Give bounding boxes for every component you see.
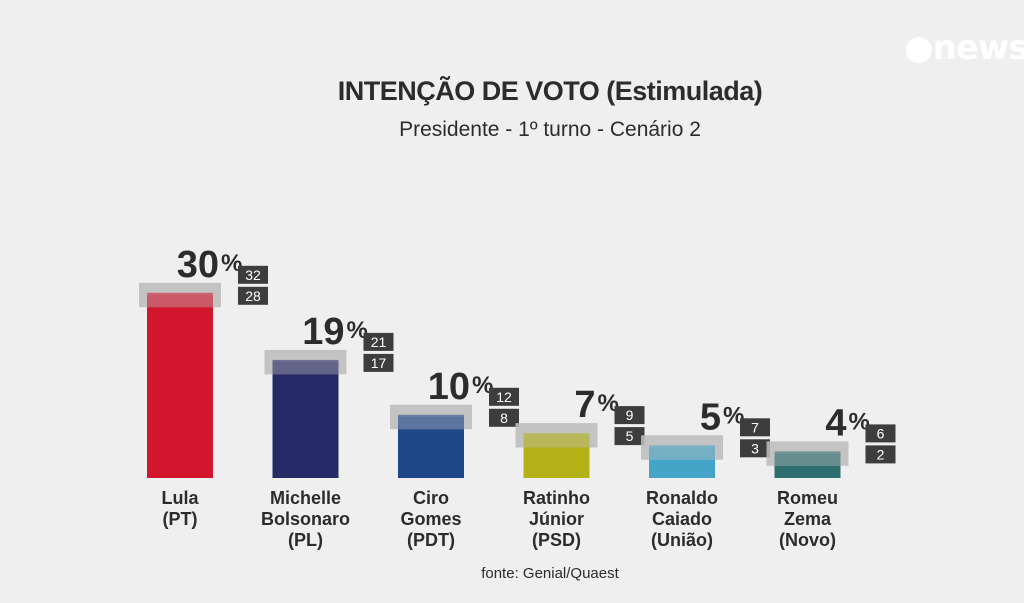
category-label-line: (União) [651,530,713,550]
margin-upper-1: 21 [371,334,387,350]
error-band-tint-2 [398,414,464,430]
chart-title: INTENÇÃO DE VOTO (Estimulada) [337,76,763,106]
margin-lower-box-3 [614,427,645,446]
margin-upper-2: 12 [496,389,512,405]
margin-upper-3: 9 [626,407,634,423]
error-band-tint-3 [523,433,590,448]
category-label-line: Ciro [413,488,449,508]
value-unit-2: % [472,372,493,399]
margin-lower-2: 8 [500,410,508,426]
margin-lower-3: 5 [626,428,634,444]
category-label-line: (PT) [163,509,198,529]
margin-upper-4: 7 [751,419,759,435]
category-label-5: Romeu Zema (Novo) [777,488,838,550]
error-band-tint-0 [147,292,213,308]
error-band-tint-4 [649,445,715,460]
chart-subtitle: Presidente - 1º turno - Cenário 2 [399,118,701,141]
category-label-4: Ronaldo Caiado (União) [646,488,718,550]
category-label-line: Romeu [777,488,838,508]
margin-lower-box-1 [363,353,394,372]
value-unit-5: % [849,408,870,435]
category-label-line: Ratinho [523,488,590,508]
category-label-line: Gomes [400,509,461,529]
category-label-line: Zema [784,509,832,529]
value-unit-4: % [723,402,744,429]
error-band-tint-5 [774,451,841,466]
value-label-4: 5 [700,396,721,438]
margin-lower-4: 3 [751,440,759,456]
margin-upper-box-1 [363,332,394,351]
category-label-3: Ratinho Júnior (PSD) [523,488,590,550]
margin-lower-5: 2 [877,446,885,462]
margin-lower-box-5 [865,445,896,464]
margin-lower-box-4 [740,439,770,458]
margin-upper-0: 32 [245,267,261,283]
value-unit-3: % [598,390,619,417]
value-label-2: 10 [428,366,470,408]
bar-0 [147,295,213,478]
margin-upper-box-0 [238,265,268,284]
category-label-1: Michelle Bolsonaro (PL) [261,488,350,550]
margin-upper-box-5 [865,424,896,443]
margin-lower-box-2 [489,408,519,427]
category-label-line: (Novo) [779,530,836,550]
category-label-line: Lula [161,488,199,508]
value-label-1: 19 [302,311,344,353]
category-label-line: Júnior [529,509,584,529]
category-label-2: Ciro Gomes (PDT) [400,488,461,550]
margin-lower-1: 17 [371,355,387,371]
margin-upper-box-3 [614,406,645,425]
category-label-line: (PSD) [532,530,581,550]
margin-lower-box-0 [238,286,268,305]
category-label-line: Michelle [270,488,341,508]
margin-lower-0: 28 [245,288,261,304]
source-note: fonte: Genial/Quaest [481,565,619,582]
value-label-0: 30 [177,244,219,286]
bar-1 [272,362,339,478]
category-label-line: (PL) [288,530,323,550]
value-label-3: 7 [574,384,595,426]
category-label-line: Ronaldo [646,488,718,508]
margin-upper-box-2 [489,387,519,406]
value-label-5: 4 [825,402,846,444]
margin-upper-5: 6 [877,425,885,441]
news-logo: ●news [904,28,1024,68]
category-label-line: Bolsonaro [261,509,350,529]
category-label-0: Lula (PT) [161,488,199,529]
value-unit-0: % [221,250,242,277]
category-label-line: (PDT) [407,530,455,550]
value-unit-1: % [347,317,368,344]
error-band-tint-1 [272,359,339,375]
margin-upper-box-4 [740,418,770,437]
category-label-line: Caiado [652,509,712,529]
